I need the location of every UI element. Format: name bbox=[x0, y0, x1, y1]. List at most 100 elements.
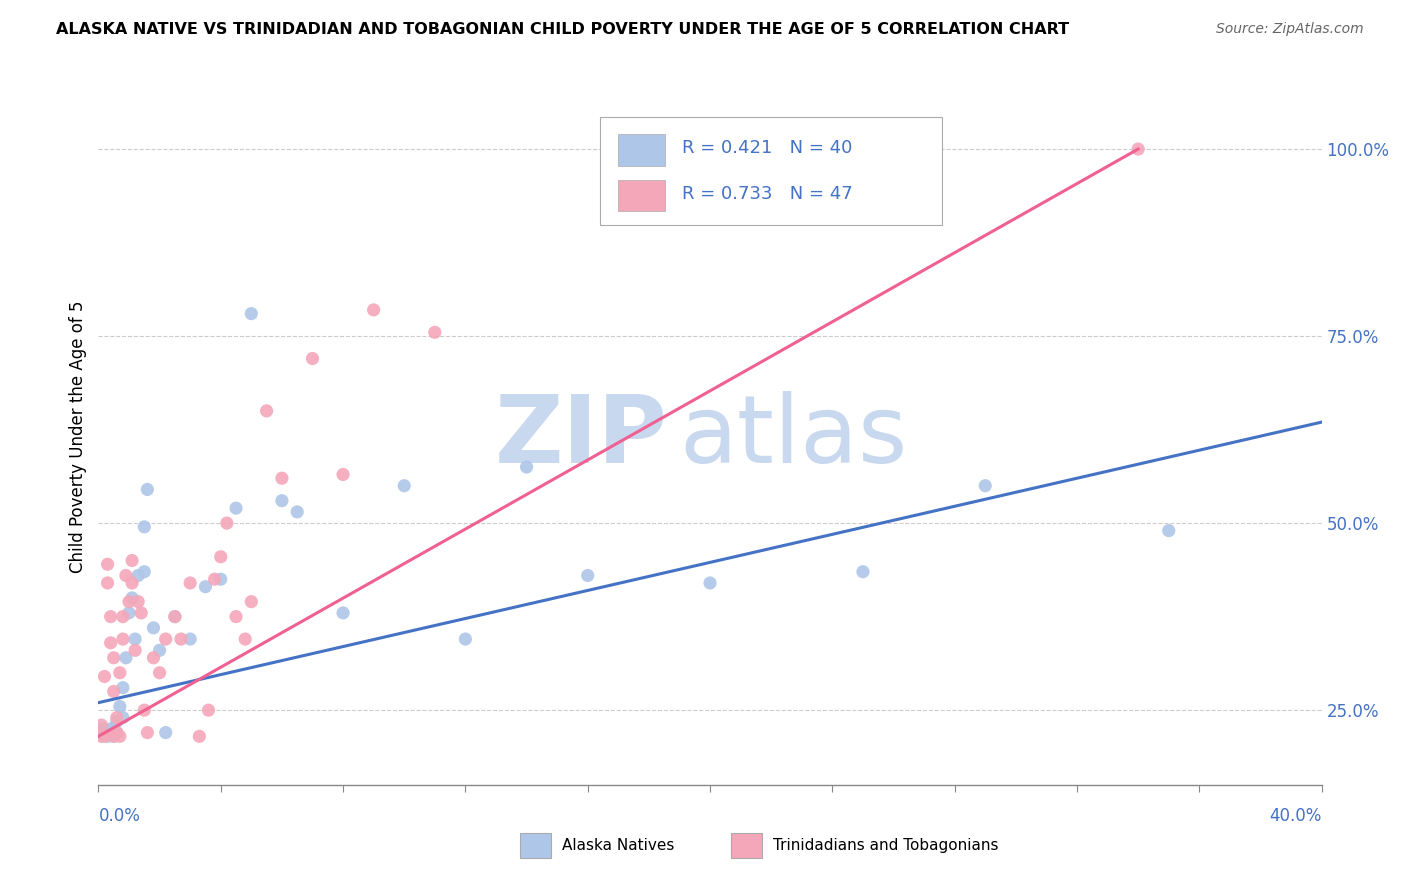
Point bbox=[100, 636, 122, 650]
Point bbox=[90, 718, 112, 732]
FancyBboxPatch shape bbox=[619, 135, 665, 166]
Point bbox=[215, 516, 238, 530]
Point bbox=[301, 351, 323, 366]
Text: Trinidadians and Tobagonians: Trinidadians and Tobagonians bbox=[773, 838, 998, 853]
Point bbox=[97, 729, 120, 743]
Point bbox=[103, 722, 125, 736]
Point bbox=[155, 725, 177, 739]
Text: atlas: atlas bbox=[679, 391, 908, 483]
Point bbox=[179, 576, 201, 591]
Point bbox=[134, 520, 156, 534]
FancyBboxPatch shape bbox=[619, 179, 665, 211]
Point bbox=[111, 632, 134, 646]
Point bbox=[233, 632, 256, 646]
Text: Alaska Natives: Alaska Natives bbox=[562, 838, 675, 853]
Point bbox=[97, 558, 120, 572]
Point bbox=[209, 549, 232, 564]
Point bbox=[121, 576, 143, 591]
Point bbox=[136, 725, 159, 739]
Point bbox=[93, 729, 115, 743]
Text: 40.0%: 40.0% bbox=[1270, 807, 1322, 825]
Point bbox=[108, 699, 131, 714]
Point bbox=[115, 568, 138, 582]
Point bbox=[100, 609, 122, 624]
FancyBboxPatch shape bbox=[600, 117, 942, 225]
Point bbox=[179, 632, 201, 646]
Point bbox=[332, 606, 354, 620]
Point bbox=[576, 568, 599, 582]
Point bbox=[852, 565, 875, 579]
Point bbox=[392, 479, 416, 493]
Point bbox=[423, 326, 446, 340]
Point bbox=[111, 681, 134, 695]
Point bbox=[108, 665, 131, 680]
Point bbox=[134, 703, 156, 717]
Point bbox=[100, 725, 122, 739]
Point bbox=[136, 483, 159, 497]
Point bbox=[240, 307, 263, 321]
Point bbox=[103, 684, 125, 698]
Point bbox=[108, 729, 131, 743]
Point bbox=[270, 493, 292, 508]
Point bbox=[209, 572, 232, 586]
Point bbox=[699, 576, 721, 591]
Text: R = 0.421   N = 40: R = 0.421 N = 40 bbox=[682, 139, 852, 157]
Point bbox=[105, 725, 128, 739]
Point bbox=[93, 669, 115, 683]
Point bbox=[134, 565, 156, 579]
Point bbox=[103, 729, 125, 743]
Point bbox=[118, 606, 141, 620]
Point bbox=[163, 609, 186, 624]
Point bbox=[142, 621, 165, 635]
Point bbox=[194, 580, 217, 594]
Point bbox=[124, 643, 146, 657]
Point bbox=[111, 711, 134, 725]
Point bbox=[105, 725, 128, 739]
Point bbox=[204, 572, 226, 586]
Text: R = 0.733   N = 47: R = 0.733 N = 47 bbox=[682, 185, 852, 202]
Point bbox=[188, 729, 211, 743]
Point bbox=[1128, 142, 1150, 156]
Point bbox=[1157, 524, 1180, 538]
Point bbox=[270, 471, 292, 485]
Point bbox=[256, 404, 278, 418]
Point bbox=[170, 632, 193, 646]
Point bbox=[149, 643, 172, 657]
Point bbox=[516, 460, 538, 475]
Point bbox=[100, 722, 122, 736]
Text: ZIP: ZIP bbox=[495, 391, 668, 483]
Point bbox=[105, 711, 128, 725]
Point bbox=[93, 725, 115, 739]
Point bbox=[115, 650, 138, 665]
Point bbox=[163, 609, 186, 624]
Y-axis label: Child Poverty Under the Age of 5: Child Poverty Under the Age of 5 bbox=[69, 301, 87, 574]
Point bbox=[285, 505, 308, 519]
Point bbox=[121, 553, 143, 567]
Point bbox=[332, 467, 354, 482]
Point bbox=[149, 665, 172, 680]
Point bbox=[90, 722, 112, 736]
Point bbox=[363, 302, 385, 317]
Text: 0.0%: 0.0% bbox=[98, 807, 141, 825]
Point bbox=[225, 609, 247, 624]
Point bbox=[974, 479, 997, 493]
Point bbox=[155, 632, 177, 646]
Point bbox=[90, 729, 112, 743]
Text: ALASKA NATIVE VS TRINIDADIAN AND TOBAGONIAN CHILD POVERTY UNDER THE AGE OF 5 COR: ALASKA NATIVE VS TRINIDADIAN AND TOBAGON… bbox=[56, 22, 1070, 37]
Point bbox=[105, 714, 128, 729]
Point bbox=[124, 632, 146, 646]
Point bbox=[129, 606, 152, 620]
Point bbox=[127, 595, 149, 609]
Point bbox=[454, 632, 477, 646]
Point bbox=[127, 568, 149, 582]
Text: Source: ZipAtlas.com: Source: ZipAtlas.com bbox=[1216, 22, 1364, 37]
Point bbox=[240, 595, 263, 609]
Point bbox=[97, 576, 120, 591]
Point bbox=[111, 609, 134, 624]
Point bbox=[121, 591, 143, 605]
Point bbox=[103, 729, 125, 743]
Point bbox=[103, 650, 125, 665]
Point bbox=[118, 595, 141, 609]
Point bbox=[225, 501, 247, 516]
Point bbox=[142, 650, 165, 665]
